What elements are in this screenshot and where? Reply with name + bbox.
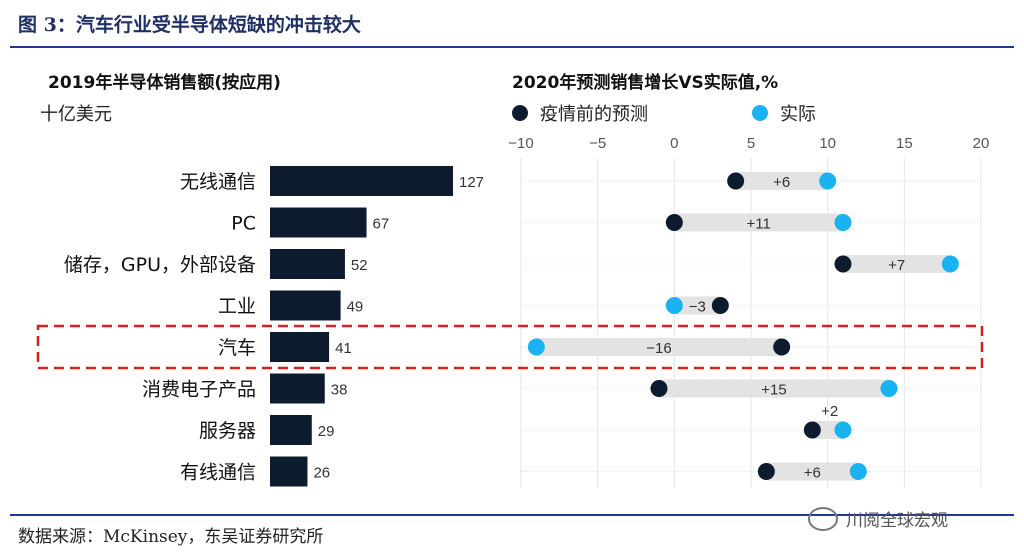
bar [270, 373, 325, 404]
difference-connector [536, 338, 782, 356]
difference-label: +6 [804, 465, 821, 482]
actual-point [941, 255, 959, 273]
bar-chart-title: 2019年半导体销售额(按应用) [48, 73, 281, 93]
x-tick-label: 20 [973, 135, 990, 152]
difference-label: +2 [821, 403, 838, 420]
forecast-point [834, 255, 852, 273]
watermark-text: 川阅全球宏观 [846, 511, 948, 531]
difference-label: +15 [761, 382, 786, 399]
bar-chart-unit: 十亿美元 [40, 104, 112, 125]
bar [270, 332, 330, 362]
highlight-box [36, 324, 984, 370]
category-label: 储存，GPU，外部设备 [64, 254, 256, 276]
bar [270, 456, 308, 487]
category-label: 消费电子产品 [142, 379, 256, 401]
bar [270, 249, 345, 279]
bar [270, 290, 341, 321]
difference-connector [735, 172, 828, 190]
bar-value-label: 29 [318, 423, 335, 440]
bar [270, 415, 312, 445]
figure-title: 图 3：汽车行业受半导体短缺的冲击较大 [18, 14, 361, 36]
difference-connector [766, 462, 859, 481]
bar-value-label: 67 [373, 216, 390, 233]
forecast-point [665, 214, 683, 231]
category-label: 有线通信 [180, 462, 256, 484]
difference-connector [659, 379, 889, 398]
watermark: 川阅全球宏观 [808, 506, 948, 531]
actual-point [527, 338, 545, 356]
bar [270, 207, 367, 238]
dot-chart-title: 2020年预测销售增长VS实际值,% [512, 73, 779, 93]
actual-point [665, 297, 683, 314]
forecast-point [773, 338, 791, 356]
actual-point [880, 380, 898, 397]
bar-value-label: 49 [347, 299, 364, 316]
difference-label: +6 [773, 174, 790, 191]
difference-connector [812, 421, 843, 439]
wechat-icon [808, 506, 838, 531]
category-label: 工业 [218, 296, 256, 318]
bar-value-label: 127 [459, 174, 484, 191]
category-label: PC [231, 213, 256, 235]
difference-label: −3 [689, 299, 706, 316]
top-rule [10, 46, 1014, 48]
forecast-point [727, 172, 745, 190]
forecast-legend-label: 疫情前的预测 [540, 104, 648, 125]
forecast-point [803, 421, 821, 439]
forecast-point [757, 463, 775, 480]
difference-label: +7 [888, 257, 905, 274]
category-label: 服务器 [199, 420, 256, 442]
forecast-point [650, 380, 668, 397]
bar-value-label: 26 [313, 465, 330, 482]
actual-legend-marker [752, 105, 768, 121]
actual-point [849, 463, 867, 480]
difference-connector [674, 296, 721, 315]
difference-connector [674, 213, 843, 232]
x-tick-label: −5 [589, 135, 606, 152]
bar [270, 166, 453, 196]
bar-value-label: 38 [331, 382, 348, 399]
legend-forecast: 疫情前的预测 [512, 100, 648, 126]
actual-legend-label: 实际 [780, 104, 816, 125]
category-label: 无线通信 [180, 171, 256, 193]
x-tick-label: −10 [508, 135, 533, 152]
difference-label: −16 [646, 340, 671, 357]
difference-connector [843, 255, 951, 273]
x-tick-label: 10 [819, 135, 836, 152]
forecast-point [711, 297, 729, 314]
category-label: 汽车 [218, 337, 256, 359]
difference-label: +11 [746, 216, 770, 233]
x-tick-label: 0 [670, 135, 678, 152]
legend-actual: 实际 [752, 100, 816, 126]
bar-value-label: 41 [335, 340, 352, 357]
x-tick-label: 15 [896, 135, 913, 152]
forecast-legend-marker [512, 105, 528, 121]
bar-value-label: 52 [351, 257, 368, 274]
actual-point [819, 172, 837, 190]
actual-point [834, 421, 852, 439]
x-tick-label: 5 [747, 135, 755, 152]
bottom-rule [10, 514, 1014, 516]
source-note: 数据来源：McKinsey，东吴证券研究所 [18, 527, 324, 547]
actual-point [834, 214, 852, 231]
